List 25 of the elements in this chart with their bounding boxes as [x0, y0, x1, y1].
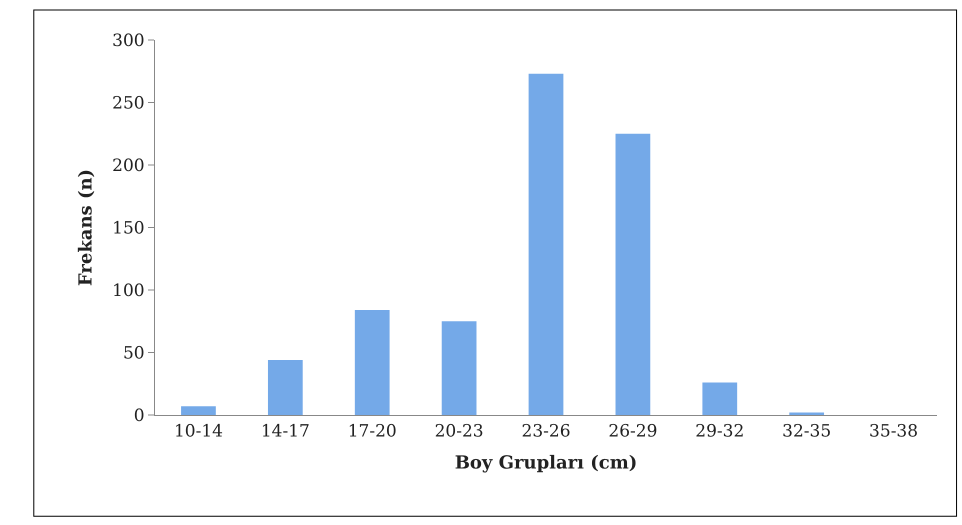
x-tick-label: 29-32: [695, 421, 744, 442]
y-tick-label: 200: [112, 156, 145, 176]
x-axis-title: Boy Grupları (cm): [454, 452, 638, 474]
x-tick-label: 26-29: [608, 421, 658, 442]
x-tick-label: 23-26: [521, 421, 571, 442]
x-tick-label: 20-23: [434, 421, 484, 442]
bar: [616, 134, 650, 415]
bar: [268, 360, 303, 415]
y-tick-label: 100: [112, 280, 145, 301]
x-tick-label: 35-38: [869, 421, 918, 442]
y-tick-label: 50: [122, 343, 145, 364]
x-tick-label: 14-17: [260, 421, 310, 442]
y-tick-label: 250: [112, 93, 145, 114]
bar: [528, 74, 564, 415]
bar: [702, 382, 738, 415]
y-axis-title: Frekans (n): [75, 168, 96, 286]
y-tick-label: 150: [112, 218, 145, 238]
x-tick-label: 32-35: [782, 421, 832, 442]
y-tick-label: 300: [112, 30, 145, 51]
x-tick-label: 10-14: [174, 421, 223, 442]
x-tick-label: 17-20: [348, 421, 397, 442]
bar: [181, 406, 216, 415]
y-tick-label: 0: [134, 406, 145, 426]
bar: [442, 321, 476, 415]
bar: [354, 310, 390, 415]
